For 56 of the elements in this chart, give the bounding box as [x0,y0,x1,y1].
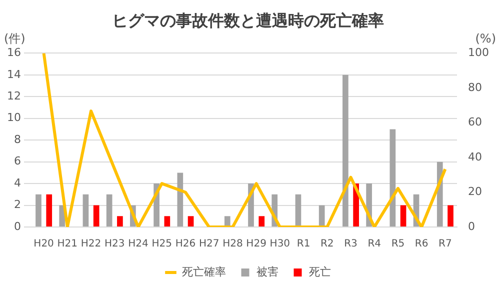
x-tick-label: H25 [152,238,172,250]
legend-label: 死亡 [308,265,331,278]
y-tick-label: 4 [14,176,21,190]
x-tick-label: R4 [368,238,382,250]
x-tick-label: R2 [320,238,334,250]
y-tick-label: 12 [6,90,21,103]
y2-tick-label: 100 [468,46,490,60]
y-tick-label: 8 [14,132,21,146]
bar [342,74,348,226]
bar [188,216,194,226]
y-tick-label: 2 [14,198,21,212]
y2-tick-label: 40 [468,150,482,164]
y-tick-label: 10 [6,111,21,124]
bar [106,194,112,226]
x-tick-label: H28 [222,238,243,250]
x-tick-label: R7 [438,238,452,250]
x-tick-label: H26 [175,238,196,250]
x-tick-label: H21 [57,238,78,250]
bar [448,205,454,226]
y2-tick-label: 80 [468,80,482,94]
x-tick-label: R6 [414,238,428,250]
x-tick-label: R5 [391,238,405,250]
bar [82,194,89,226]
bar [295,194,302,226]
bar [177,172,184,226]
x-tick-label: H20 [34,238,54,250]
bar [117,216,123,226]
y2-tick-label: 60 [468,116,482,129]
bar [258,216,265,226]
bar [224,216,230,226]
y-axis-title: (件) [4,31,26,46]
bar [400,205,406,226]
x-tick-label: H30 [270,238,290,250]
y2-tick-label: 0 [468,220,476,233]
y-tick-label: 6 [14,154,21,168]
bar [318,205,325,226]
x-tick-label: H23 [104,238,125,250]
y2-tick-label: 20 [468,185,482,198]
x-tick-label: R3 [344,238,358,250]
bar [93,205,100,226]
bar [164,216,170,226]
y-tick-label: 0 [14,220,21,233]
chart-title: ヒグマの事故件数と遭遇時の死亡確率 [112,10,384,30]
y2-axis-title: (%) [475,31,496,46]
x-tick-label: H22 [80,238,102,250]
x-tick-label: H29 [246,238,266,250]
y-tick-label: 14 [6,68,21,81]
legend-label: 被害 [256,265,278,278]
x-tick-label: H27 [198,238,220,250]
x-tick-label: H24 [128,238,148,250]
y-tick-label: 16 [6,46,21,60]
bar [46,194,52,226]
bar [390,129,396,226]
legend-label: 死亡確率 [182,265,226,278]
bar [36,194,42,226]
x-tick-label: R1 [296,238,310,250]
